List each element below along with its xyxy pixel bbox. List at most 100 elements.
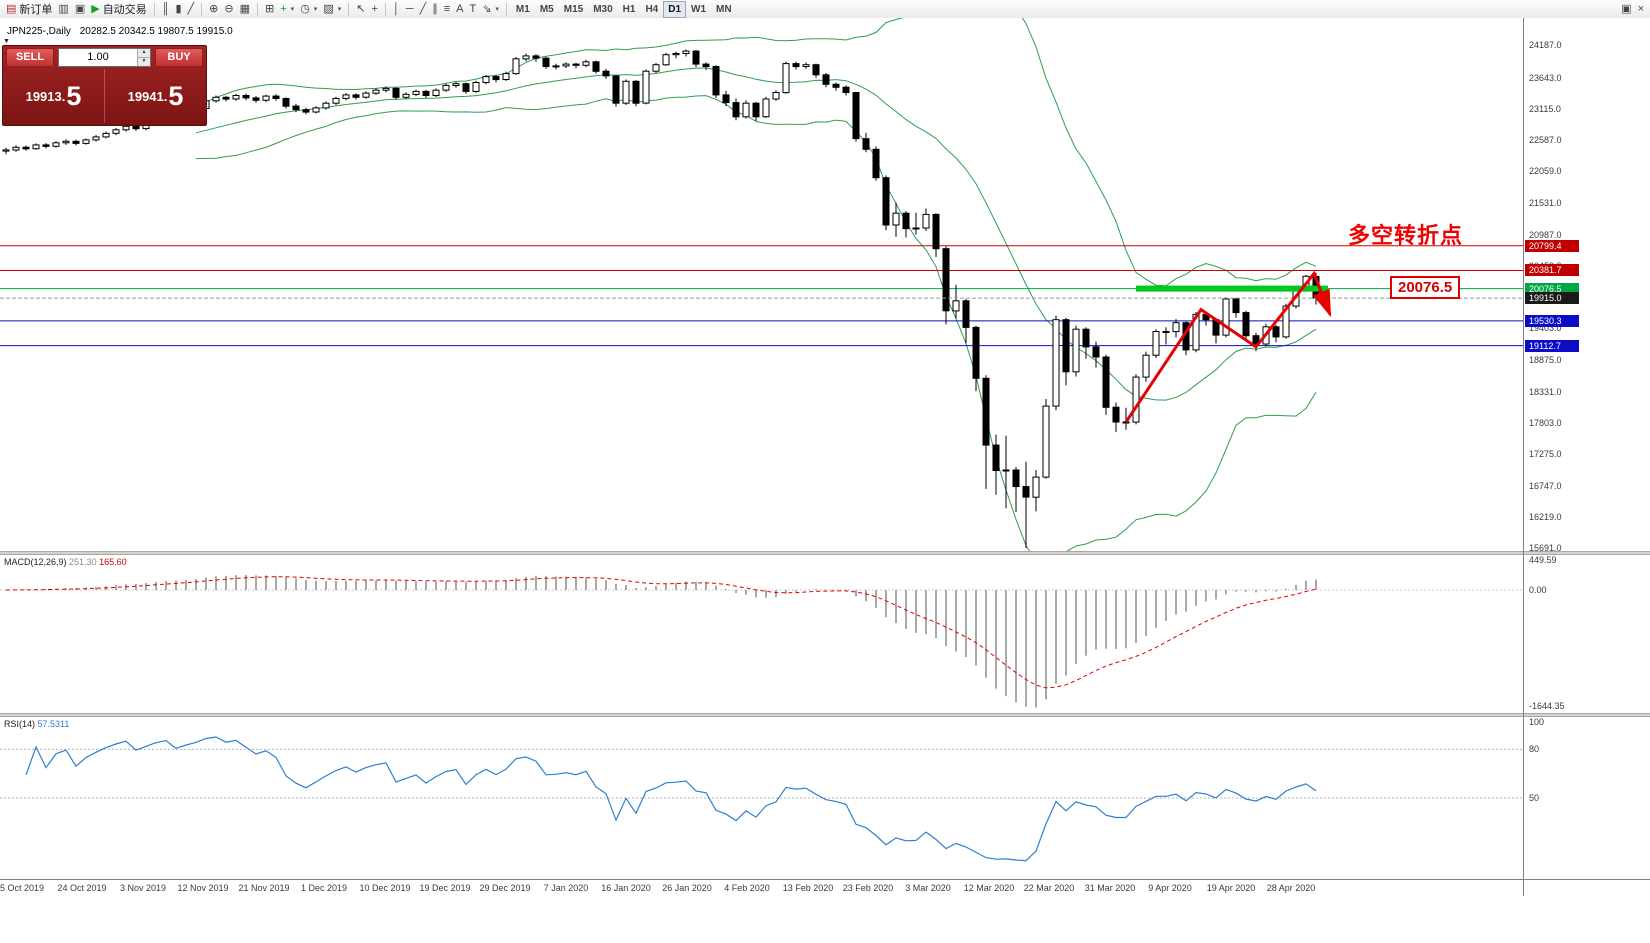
macd-tick: 449.59 — [1529, 555, 1557, 565]
macd-svg — [0, 575, 1523, 708]
candlestick-chart-icon: ▮ — [175, 3, 182, 15]
arrows-button[interactable]: ⇘ ▾ — [479, 1, 502, 17]
templates-button[interactable]: ▨ ▾ — [320, 1, 344, 17]
date-label: 4 Feb 2020 — [724, 883, 770, 893]
pane-separator[interactable] — [0, 713, 1650, 717]
profiles-button[interactable]: ▣ — [72, 1, 88, 17]
cursor-icon: ↖ — [356, 3, 366, 15]
toolbar: ▤ 新订单 ▥ ▣ ▶ 自动交易 ║ ▮ ╱ ⊕ ⊖ ▦ ⊞ + ▾ ◷ ▾ ▨ ▾ ↖ + │ ─ ╱ ∥ ≡ A T ⇘ ▾ M1 M5 M… — [0, 0, 1650, 19]
timeframe-m1[interactable]: M1 — [515, 3, 530, 15]
macd-name: MACD(12,26,9) — [4, 557, 67, 567]
level-price-box[interactable]: 20076.5 — [1390, 276, 1461, 299]
buy-price[interactable]: 19941. 5 — [105, 69, 206, 123]
date-label: 29 Dec 2019 — [479, 883, 531, 893]
crosshair-button[interactable]: + — [368, 1, 380, 17]
sell-price[interactable]: 19913. 5 — [3, 69, 105, 123]
templates-button-caret-icon: ▾ — [337, 6, 342, 13]
toolbar-separator — [384, 2, 386, 16]
timeframe-m15[interactable]: M15 — [563, 3, 584, 15]
symbol-period-label: JPN225-,Daily — [7, 26, 71, 37]
zoom-in-button[interactable]: ⊕ — [206, 1, 221, 17]
timeframe-w1[interactable]: W1 — [691, 3, 707, 15]
toolbar-separator — [257, 2, 259, 16]
date-label: 12 Mar 2020 — [963, 883, 1015, 893]
timeframe-h4[interactable]: H4 — [645, 3, 659, 15]
main-chart-svg[interactable] — [0, 18, 1523, 551]
toolbar-separator — [153, 2, 155, 16]
auto-scroll-icon: ▦ — [239, 3, 251, 15]
timeframe-m30[interactable]: M30 — [593, 3, 613, 15]
timeframe-m5[interactable]: M5 — [539, 3, 554, 15]
sell-price-big: 5 — [66, 80, 82, 111]
pane-separator[interactable] — [0, 551, 1650, 555]
date-label: 26 Jan 2020 — [662, 883, 712, 893]
date-label: 24 Oct 2019 — [57, 883, 107, 893]
macd-main-value: 251.30 — [69, 557, 97, 567]
oneclick-collapse-icon[interactable]: ▼ — [3, 38, 10, 45]
rsi-tick: 80 — [1529, 744, 1540, 754]
date-label: 9 Apr 2020 — [1148, 883, 1192, 893]
charts-window-button[interactable]: ▥ — [55, 1, 71, 17]
channel-button[interactable]: ∥ — [429, 1, 441, 17]
price-tick: 16747.0 — [1529, 481, 1562, 491]
periods-button-caret-icon: ▾ — [313, 6, 318, 13]
rsi-pane[interactable]: 100 80 50 RSI(14) 57.5311 — [0, 717, 1650, 879]
line-chart-icon: ╱ — [187, 3, 195, 15]
label-button[interactable]: T — [466, 1, 479, 17]
bar-chart-button[interactable]: ║ — [159, 1, 173, 17]
date-axis[interactable]: 5 Oct 2019 24 Oct 2019 3 Nov 2019 12 Nov 20… — [0, 879, 1650, 897]
macd-axis[interactable]: 449.59 0.00 -1644.35 — [1524, 555, 1650, 713]
candles — [2, 49, 1320, 548]
line-chart-button[interactable]: ╱ — [185, 1, 198, 17]
date-label: 16 Jan 2020 — [601, 883, 651, 893]
trend-arrow-annotation[interactable] — [1124, 270, 1332, 423]
rsi-axis[interactable]: 100 80 50 — [1524, 717, 1650, 879]
horizontal-line-button[interactable]: ─ — [403, 1, 417, 17]
date-label: 23 Feb 2020 — [842, 883, 894, 893]
main-chart-pane[interactable]: 24187.0 23643.0 23115.0 22587.0 22059.0 21531… — [0, 18, 1650, 553]
autotrading-button[interactable]: ▶ 自动交易 — [88, 1, 149, 17]
volume-up-icon[interactable]: ▲ — [138, 49, 150, 58]
timeframe-d1[interactable]: D1 — [663, 0, 687, 18]
trendline-button[interactable]: ╱ — [417, 1, 430, 17]
support-zone-bar[interactable] — [1136, 285, 1328, 292]
date-label: 13 Feb 2020 — [782, 883, 834, 893]
date-label: 19 Apr 2020 — [1206, 883, 1256, 893]
volume-down-icon[interactable]: ▼ — [138, 58, 150, 66]
macd-pane[interactable]: 449.59 0.00 -1644.35 MACD(12,26,9) 251.30 … — [0, 555, 1650, 713]
macd-histogram — [15, 575, 1317, 708]
macd-signal-value: 165.60 — [99, 557, 127, 567]
auto-scroll-button[interactable]: ▦ — [237, 1, 253, 17]
vertical-line-icon: │ — [392, 3, 400, 15]
bollinger-bands — [195, 18, 1317, 551]
new-order-button[interactable]: ▤ 新订单 — [3, 1, 55, 17]
rsi-label: RSI(14) 57.5311 — [4, 719, 69, 729]
vertical-line-button[interactable]: │ — [390, 1, 403, 17]
buy-button[interactable]: BUY — [155, 48, 203, 67]
main-price-axis[interactable]: 24187.0 23643.0 23115.0 22587.0 22059.0 21531… — [1524, 18, 1650, 553]
new-order-icon: ▤ — [6, 3, 17, 15]
cursor-button[interactable]: ↖ — [353, 1, 368, 17]
chart-title: JPN225-,Daily 20282.5 20342.5 19807.5 19… — [7, 26, 233, 37]
volume-spinner[interactable]: ▲ ▼ — [137, 49, 150, 66]
indicators-button[interactable]: + ▾ — [277, 1, 297, 17]
timeframe-h1[interactable]: H1 — [622, 3, 636, 15]
date-label: 28 Apr 2020 — [1266, 883, 1316, 893]
window-close-button[interactable]: × — [1635, 1, 1647, 17]
price-tag-20381.7: 20381.7 — [1525, 264, 1579, 276]
zoom-in-icon: ⊕ — [209, 3, 219, 15]
window-restore-button[interactable]: ▣ — [1618, 1, 1634, 17]
periods-button[interactable]: ◷ ▾ — [297, 1, 320, 17]
sell-button[interactable]: SELL — [6, 48, 54, 67]
fibonacci-button[interactable]: ≡ — [441, 1, 453, 17]
volume-field[interactable]: 1.00 ▲ ▼ — [58, 48, 151, 67]
text-button[interactable]: A — [453, 1, 466, 17]
zoom-out-button[interactable]: ⊖ — [221, 1, 236, 17]
turning-point-annotation[interactable]: 多空转折点 — [1348, 223, 1464, 248]
tile-windows-button[interactable]: ⊞ — [262, 1, 277, 17]
timeframe-mn[interactable]: MN — [716, 3, 732, 15]
candlestick-chart-button[interactable]: ▮ — [172, 1, 184, 17]
volume-value[interactable]: 1.00 — [87, 51, 109, 63]
one-click-trading-panel: SELL 1.00 ▲ ▼ BUY 19913. 5 19941. 5 — [2, 45, 207, 126]
toolbar-right-group: ▣ × — [1618, 1, 1647, 17]
